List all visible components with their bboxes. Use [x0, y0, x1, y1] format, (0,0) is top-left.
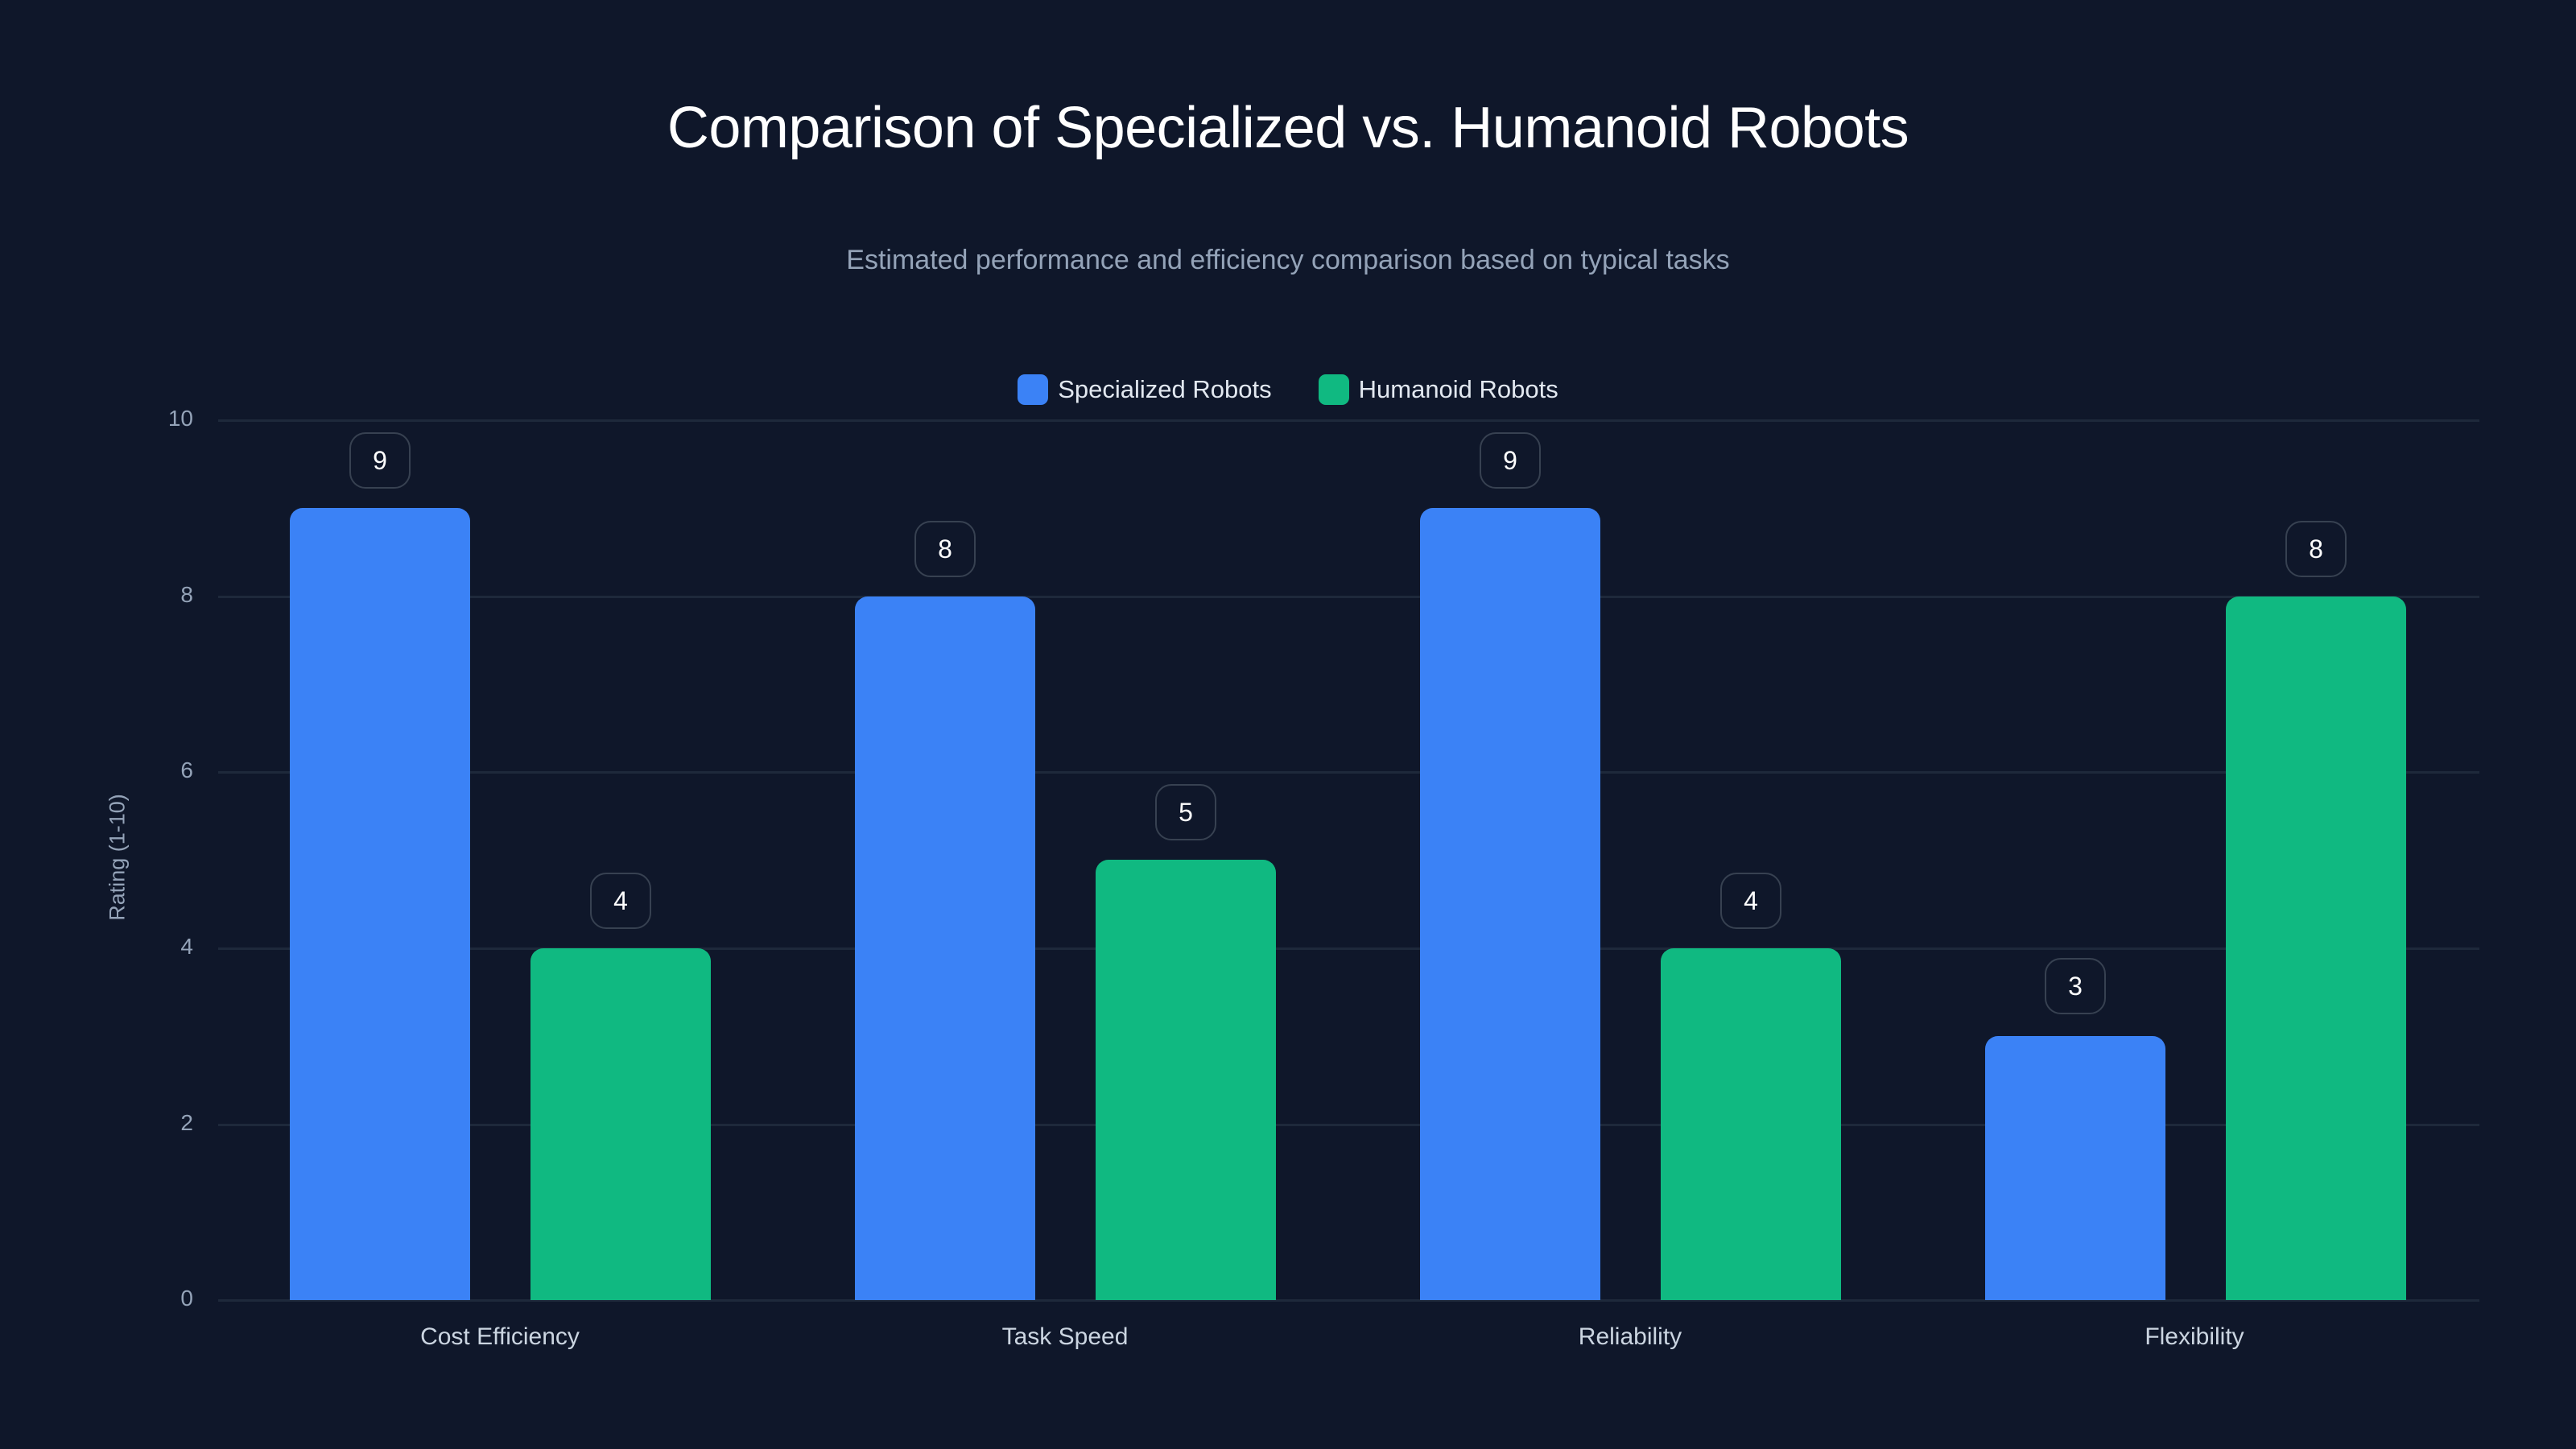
bar-flexibility-humanoid[interactable] [2226, 597, 2406, 1300]
gridline-4 [218, 947, 2479, 950]
bar-reliability-humanoid[interactable] [1661, 948, 1841, 1300]
gridline-6 [218, 771, 2479, 774]
gridline-10 [218, 419, 2479, 422]
legend-swatch-specialized-icon [1018, 374, 1049, 405]
chart-subtitle: Estimated performance and efficiency com… [846, 245, 1730, 275]
value-label: 8 [914, 521, 976, 577]
value-label: 5 [1155, 784, 1216, 840]
bar-cost-efficiency-specialized[interactable] [290, 508, 470, 1300]
legend: Specialized Robots Humanoid Robots [0, 374, 2576, 405]
xtick-task-speed: Task Speed [1001, 1323, 1129, 1350]
legend-label: Specialized Robots [1058, 375, 1272, 403]
value-label: 4 [590, 873, 651, 929]
ytick-10: 10 [167, 406, 193, 431]
gridline-8 [218, 596, 2479, 598]
bar-flexibility-specialized[interactable] [1985, 1036, 2165, 1300]
value-label: 9 [1480, 432, 1541, 489]
bar-task-speed-humanoid[interactable] [1096, 860, 1276, 1300]
ytick-4: 4 [180, 934, 193, 959]
ytick-0: 0 [180, 1286, 193, 1311]
xtick-flexibility: Flexibility [2145, 1323, 2244, 1350]
legend-item-specialized[interactable]: Specialized Robots [1018, 374, 1272, 405]
legend-label: Humanoid Robots [1358, 375, 1558, 403]
ytick-8: 8 [180, 582, 193, 607]
ytick-6: 6 [180, 758, 193, 782]
ytick-2: 2 [180, 1110, 193, 1135]
value-label: 4 [1720, 873, 1781, 929]
chart-title: Comparison of Specialized vs. Humanoid R… [667, 96, 1909, 160]
xtick-reliability: Reliability [1578, 1323, 1682, 1350]
bar-cost-efficiency-humanoid[interactable] [530, 948, 711, 1300]
y-axis-label: Rating (1-10) [105, 794, 130, 921]
bar-reliability-specialized[interactable] [1420, 508, 1600, 1300]
legend-item-humanoid[interactable]: Humanoid Robots [1318, 374, 1558, 405]
value-label: 3 [2045, 958, 2106, 1014]
xtick-cost-efficiency: Cost Efficiency [420, 1323, 580, 1350]
value-label: 8 [2285, 521, 2347, 577]
value-label: 9 [349, 432, 411, 489]
gridline-2 [218, 1124, 2479, 1126]
legend-swatch-humanoid-icon [1318, 374, 1349, 405]
gridline-0 [218, 1299, 2479, 1302]
bar-task-speed-specialized[interactable] [855, 597, 1035, 1300]
